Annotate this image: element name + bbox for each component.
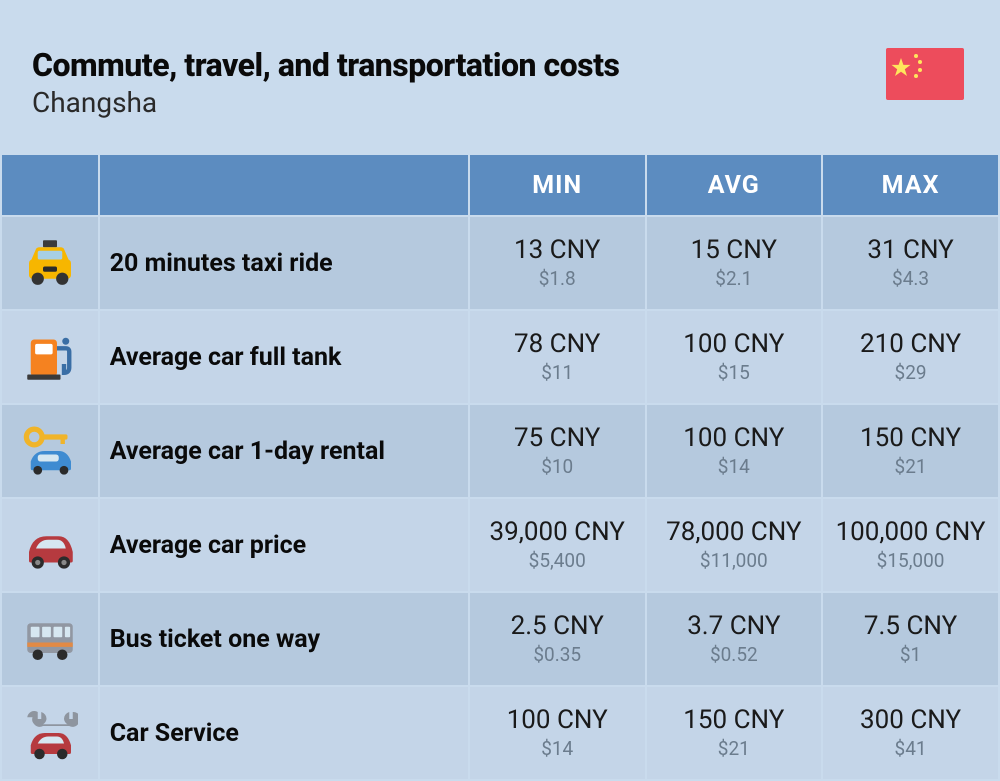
table-row: 20 minutes taxi ride 13 CNY $1.8 15 CNY … bbox=[2, 217, 998, 309]
cell-min: 78 CNY $11 bbox=[470, 311, 645, 403]
cell-min: 13 CNY $1.8 bbox=[470, 217, 645, 309]
table-body: 20 minutes taxi ride 13 CNY $1.8 15 CNY … bbox=[2, 217, 998, 779]
secondary-val: $21 bbox=[823, 455, 998, 478]
page-subtitle: Changsha bbox=[32, 86, 619, 119]
cell-label: Average car full tank bbox=[100, 311, 468, 403]
secondary-val: $1 bbox=[823, 643, 998, 666]
bus-icon bbox=[22, 611, 78, 667]
primary-val: 7.5 CNY bbox=[823, 612, 998, 642]
primary-val: 100 CNY bbox=[647, 424, 822, 454]
cell-icon bbox=[2, 499, 98, 591]
primary-val: 78,000 CNY bbox=[647, 518, 822, 548]
secondary-val: $15,000 bbox=[823, 549, 998, 572]
table-row: Car Service 100 CNY $14 150 CNY $21 300 … bbox=[2, 687, 998, 779]
primary-val: 100,000 CNY bbox=[823, 518, 998, 548]
secondary-val: $41 bbox=[823, 737, 998, 760]
cell-icon bbox=[2, 405, 98, 497]
taxi-icon bbox=[22, 235, 78, 291]
table-row: Average car 1-day rental 75 CNY $10 100 … bbox=[2, 405, 998, 497]
cell-avg: 100 CNY $15 bbox=[647, 311, 822, 403]
cell-label: Average car 1-day rental bbox=[100, 405, 468, 497]
table-row: Average car full tank 78 CNY $11 100 CNY… bbox=[2, 311, 998, 403]
cell-icon bbox=[2, 311, 98, 403]
car-icon bbox=[22, 517, 78, 573]
secondary-val: $21 bbox=[647, 737, 822, 760]
cell-label: Average car price bbox=[100, 499, 468, 591]
secondary-val: $15 bbox=[647, 361, 822, 384]
secondary-val: $14 bbox=[470, 737, 645, 760]
cell-min: 39,000 CNY $5,400 bbox=[470, 499, 645, 591]
header-avg: AVG bbox=[647, 155, 822, 215]
page-title: Commute, travel, and transportation cost… bbox=[32, 46, 619, 84]
secondary-val: $1.8 bbox=[470, 267, 645, 290]
secondary-val: $11 bbox=[470, 361, 645, 384]
cell-avg: 100 CNY $14 bbox=[647, 405, 822, 497]
cell-min: 2.5 CNY $0.35 bbox=[470, 593, 645, 685]
secondary-val: $0.35 bbox=[470, 643, 645, 666]
cell-max: 210 CNY $29 bbox=[823, 311, 998, 403]
primary-val: 3.7 CNY bbox=[647, 612, 822, 642]
cell-max: 150 CNY $21 bbox=[823, 405, 998, 497]
title-block: Commute, travel, and transportation cost… bbox=[32, 46, 619, 119]
cell-label: Car Service bbox=[100, 687, 468, 779]
secondary-val: $5,400 bbox=[470, 549, 645, 572]
table-row: Average car price 39,000 CNY $5,400 78,0… bbox=[2, 499, 998, 591]
table-row: Bus ticket one way 2.5 CNY $0.35 3.7 CNY… bbox=[2, 593, 998, 685]
secondary-val: $10 bbox=[470, 455, 645, 478]
secondary-val: $11,000 bbox=[647, 549, 822, 572]
cell-min: 100 CNY $14 bbox=[470, 687, 645, 779]
secondary-val: $0.52 bbox=[647, 643, 822, 666]
primary-val: 31 CNY bbox=[823, 236, 998, 266]
primary-val: 15 CNY bbox=[647, 236, 822, 266]
cell-icon bbox=[2, 217, 98, 309]
fuel-pump-icon bbox=[22, 329, 78, 385]
cell-avg: 78,000 CNY $11,000 bbox=[647, 499, 822, 591]
cell-label: Bus ticket one way bbox=[100, 593, 468, 685]
secondary-val: $14 bbox=[647, 455, 822, 478]
secondary-val: $4.3 bbox=[823, 267, 998, 290]
primary-val: 75 CNY bbox=[470, 424, 645, 454]
header-empty-label bbox=[100, 155, 468, 215]
cell-max: 300 CNY $41 bbox=[823, 687, 998, 779]
primary-val: 78 CNY bbox=[470, 330, 645, 360]
secondary-val: $2.1 bbox=[647, 267, 822, 290]
primary-val: 13 CNY bbox=[470, 236, 645, 266]
header-max: MAX bbox=[823, 155, 998, 215]
costs-table: MIN AVG MAX 2 bbox=[0, 153, 1000, 781]
car-service-icon bbox=[22, 705, 78, 761]
car-key-icon bbox=[22, 423, 78, 479]
primary-val: 2.5 CNY bbox=[470, 612, 645, 642]
table-header-row: MIN AVG MAX bbox=[2, 155, 998, 215]
header-min: MIN bbox=[470, 155, 645, 215]
header-empty-icon bbox=[2, 155, 98, 215]
cell-avg: 15 CNY $2.1 bbox=[647, 217, 822, 309]
primary-val: 150 CNY bbox=[823, 424, 998, 454]
primary-val: 210 CNY bbox=[823, 330, 998, 360]
secondary-val: $29 bbox=[823, 361, 998, 384]
cell-icon bbox=[2, 593, 98, 685]
cell-avg: 150 CNY $21 bbox=[647, 687, 822, 779]
primary-val: 100 CNY bbox=[647, 330, 822, 360]
cell-max: 100,000 CNY $15,000 bbox=[823, 499, 998, 591]
primary-val: 100 CNY bbox=[470, 706, 645, 736]
cell-icon bbox=[2, 687, 98, 779]
cell-max: 31 CNY $4.3 bbox=[823, 217, 998, 309]
infographic-container: Commute, travel, and transportation cost… bbox=[0, 0, 1000, 776]
cell-avg: 3.7 CNY $0.52 bbox=[647, 593, 822, 685]
primary-val: 39,000 CNY bbox=[470, 518, 645, 548]
china-flag-icon bbox=[886, 48, 964, 100]
primary-val: 150 CNY bbox=[647, 706, 822, 736]
header: Commute, travel, and transportation cost… bbox=[0, 0, 1000, 153]
cell-label: 20 minutes taxi ride bbox=[100, 217, 468, 309]
primary-val: 300 CNY bbox=[823, 706, 998, 736]
cell-max: 7.5 CNY $1 bbox=[823, 593, 998, 685]
cell-min: 75 CNY $10 bbox=[470, 405, 645, 497]
